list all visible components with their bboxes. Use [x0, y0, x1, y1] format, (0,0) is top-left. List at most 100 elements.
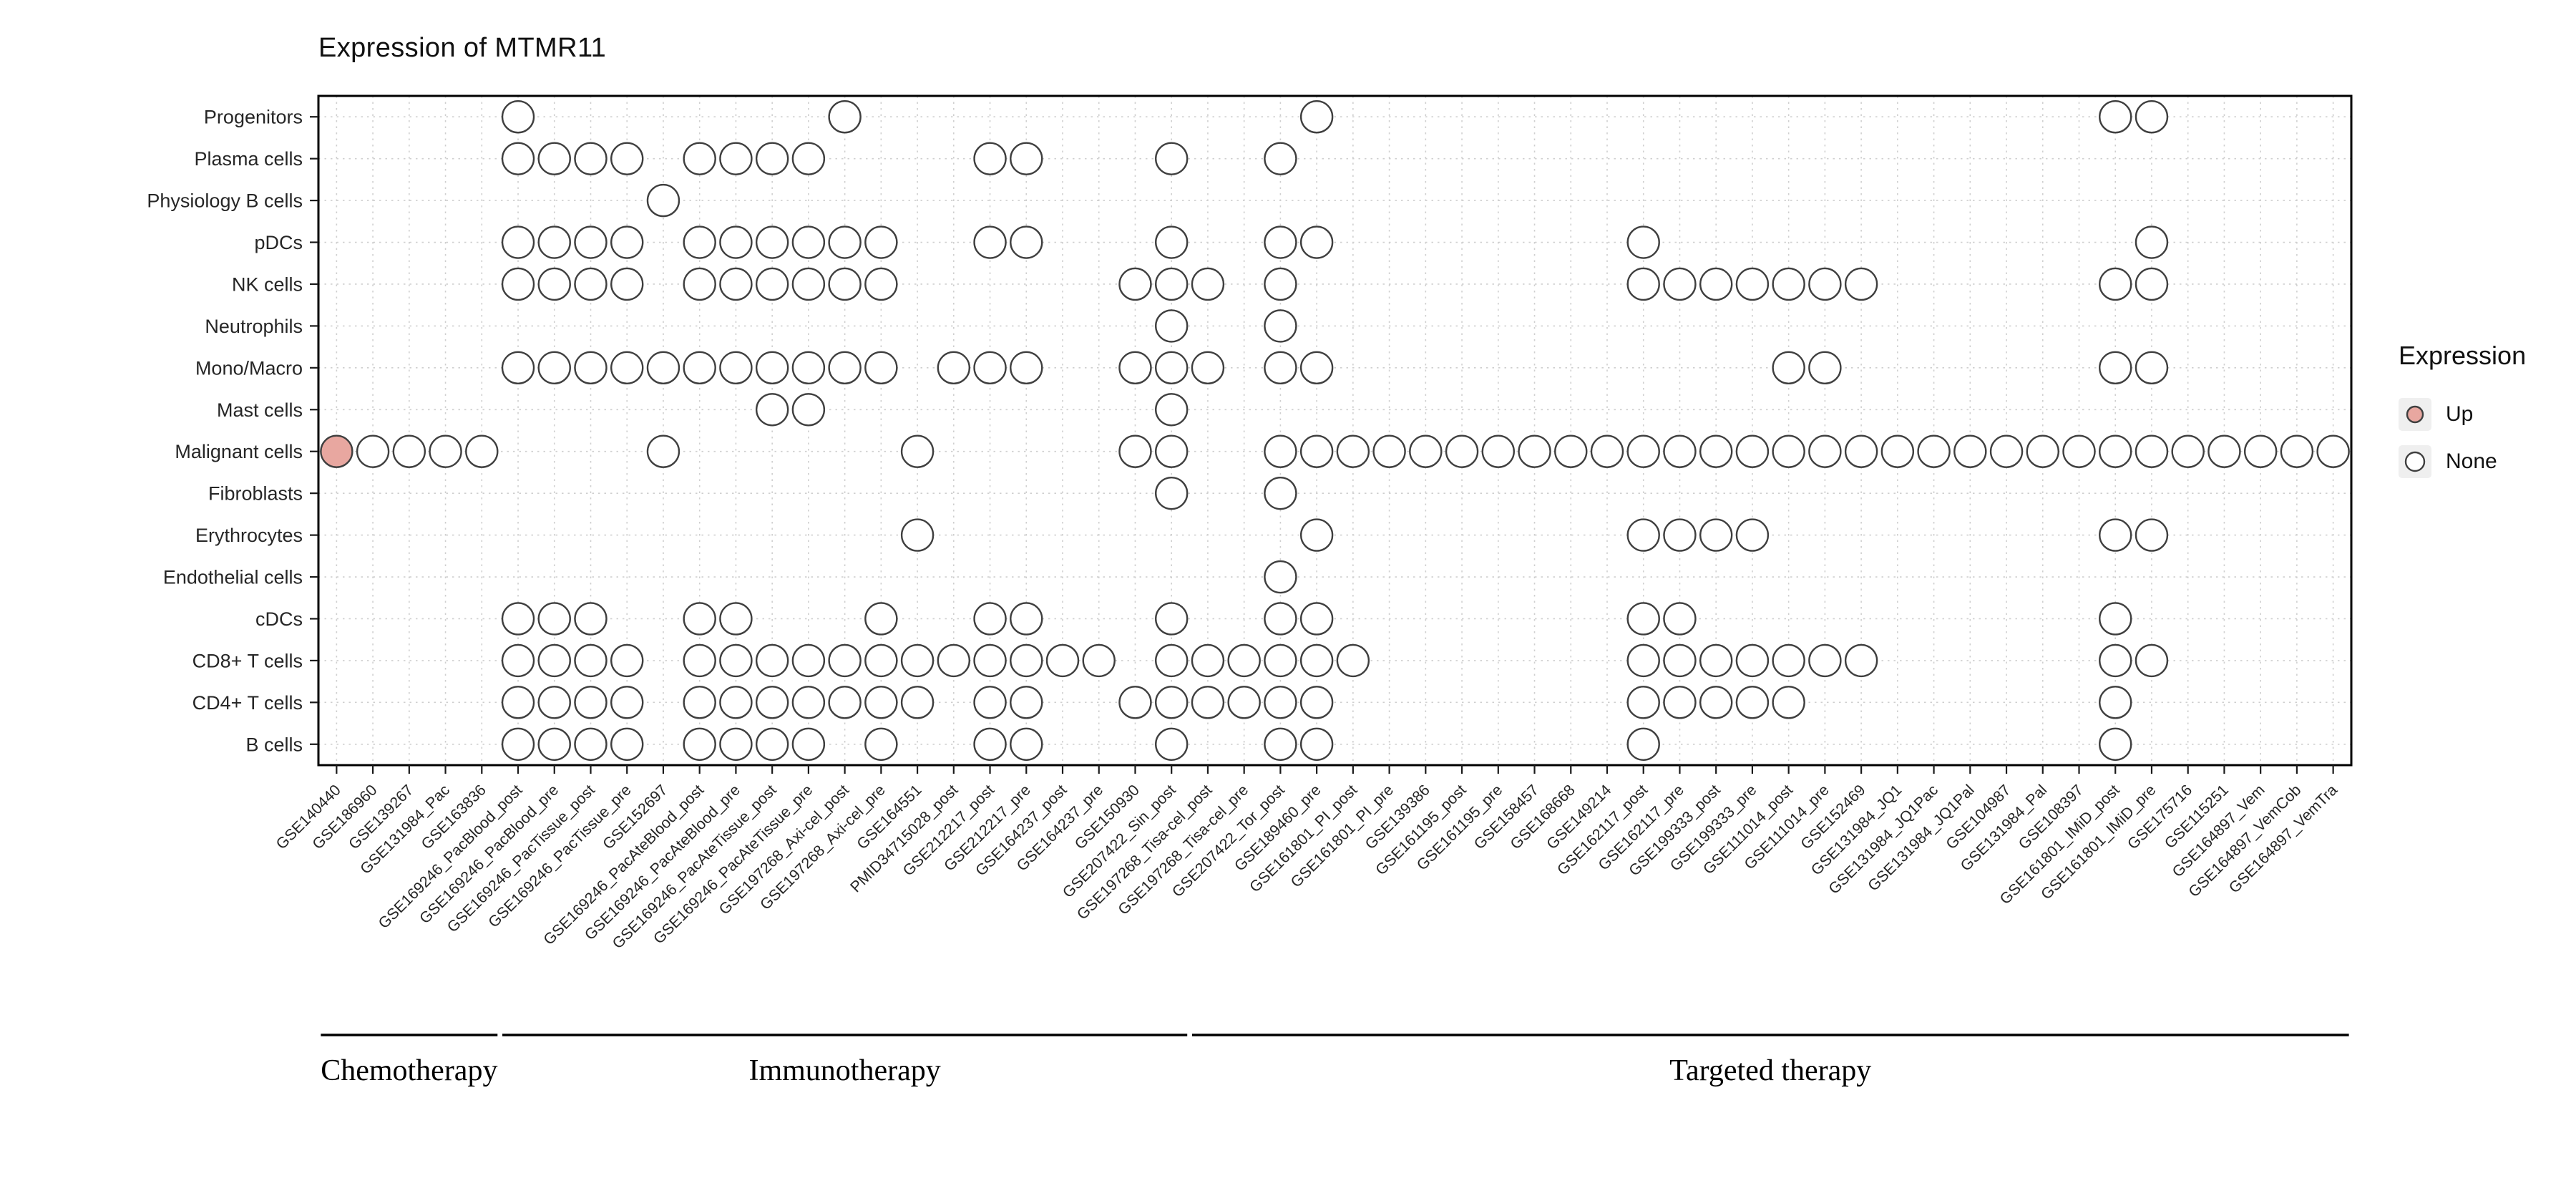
- dot-none: [828, 686, 862, 719]
- dot-none: [719, 727, 753, 761]
- dot-none: [1626, 267, 1660, 301]
- dot-none: [1663, 686, 1697, 719]
- dot-none: [828, 351, 862, 385]
- legend-item-up: Up: [2399, 398, 2526, 431]
- y-axis-label: Mono/Macro: [195, 357, 303, 379]
- dot-none: [683, 686, 716, 719]
- dot-none: [1118, 434, 1152, 468]
- dot-none: [537, 351, 571, 385]
- dot-none: [1989, 434, 2024, 468]
- dot-none: [574, 602, 608, 636]
- dot-none: [1299, 686, 1334, 719]
- dot-none: [1844, 267, 1878, 301]
- dot-none: [1010, 142, 1043, 175]
- dot-up: [320, 434, 353, 468]
- dot-none: [1808, 351, 1842, 385]
- dot-none: [1155, 727, 1189, 761]
- dot-none: [2135, 267, 2169, 301]
- dot-none: [828, 643, 862, 678]
- legend-key-none: [2399, 445, 2431, 478]
- y-axis-label: pDCs: [254, 232, 303, 253]
- dot-none: [2099, 727, 2132, 761]
- dot-none: [1409, 434, 1443, 468]
- dot-none: [900, 643, 935, 678]
- dot-none: [683, 351, 716, 385]
- dot-none: [1299, 518, 1334, 552]
- dot-none: [1264, 351, 1297, 385]
- dot-none: [501, 142, 535, 175]
- dot-none: [1953, 434, 1987, 468]
- dot-none: [1299, 643, 1334, 678]
- dot-none: [1155, 351, 1189, 385]
- dot-none: [2026, 434, 2059, 468]
- dot-none: [1808, 434, 1842, 468]
- dot-none: [610, 267, 644, 301]
- dot-none: [610, 727, 644, 761]
- dot-none: [791, 643, 826, 678]
- dot-none: [2135, 351, 2169, 385]
- dot-none: [1626, 643, 1660, 678]
- up-dot-icon: [2406, 405, 2424, 424]
- dot-none: [1590, 434, 1624, 468]
- dot-none: [1264, 727, 1297, 761]
- group-label: Chemotherapy: [321, 1054, 497, 1087]
- dot-none: [900, 434, 935, 468]
- dot-none: [1626, 518, 1660, 552]
- dot-none: [828, 225, 862, 259]
- dot-none: [1663, 434, 1697, 468]
- dot-none: [791, 686, 826, 719]
- dot-none: [973, 727, 1007, 761]
- dot-none: [791, 267, 826, 301]
- dot-none: [683, 643, 716, 678]
- dot-none: [683, 142, 716, 175]
- dot-none: [1844, 643, 1878, 678]
- dot-none: [610, 351, 644, 385]
- y-axis-label: NK cells: [232, 273, 303, 295]
- y-axis-label: Progenitors: [204, 107, 303, 128]
- plot-border: [317, 94, 2353, 767]
- dot-none: [1155, 602, 1189, 636]
- dot-none: [1299, 434, 1334, 468]
- y-axis-label: Plasma cells: [194, 148, 303, 170]
- dot-none: [501, 351, 535, 385]
- legend: Expression Up None: [2399, 341, 2526, 492]
- dot-none: [683, 727, 716, 761]
- dot-none: [1518, 434, 1551, 468]
- dot-none: [1264, 602, 1297, 636]
- dot-none: [501, 100, 535, 134]
- dot-none: [937, 643, 971, 678]
- dot-none: [1010, 602, 1043, 636]
- dot-none: [501, 686, 535, 719]
- dot-none: [1626, 727, 1660, 761]
- y-axis-label: Endothelial cells: [163, 567, 303, 588]
- dot-none: [683, 267, 716, 301]
- dot-none: [574, 142, 608, 175]
- dot-none: [1772, 643, 1805, 678]
- dot-none: [1264, 225, 1297, 259]
- dot-none: [574, 267, 608, 301]
- dot-none: [973, 643, 1007, 678]
- dot-none: [755, 267, 789, 301]
- dot-none: [1772, 351, 1805, 385]
- y-axis-label: Fibroblasts: [208, 483, 303, 505]
- dot-none: [2099, 518, 2132, 552]
- dot-none: [1010, 225, 1043, 259]
- dot-none: [1082, 643, 1116, 678]
- dot-none: [1336, 434, 1370, 468]
- dot-none: [1808, 643, 1842, 678]
- dot-none: [574, 351, 608, 385]
- dot-none: [755, 727, 789, 761]
- dot-none: [2099, 100, 2132, 134]
- dot-none: [755, 225, 789, 259]
- dot-none: [719, 602, 753, 636]
- y-axis-label: cDCs: [255, 608, 303, 630]
- dot-none: [791, 727, 826, 761]
- dot-none: [1010, 686, 1043, 719]
- dot-none: [646, 351, 680, 385]
- dot-none: [1227, 643, 1261, 678]
- dot-none: [1191, 643, 1225, 678]
- dot-none: [900, 518, 935, 552]
- dot-none: [1372, 434, 1406, 468]
- dot-none: [465, 434, 499, 468]
- group-label: Targeted therapy: [1669, 1054, 1871, 1087]
